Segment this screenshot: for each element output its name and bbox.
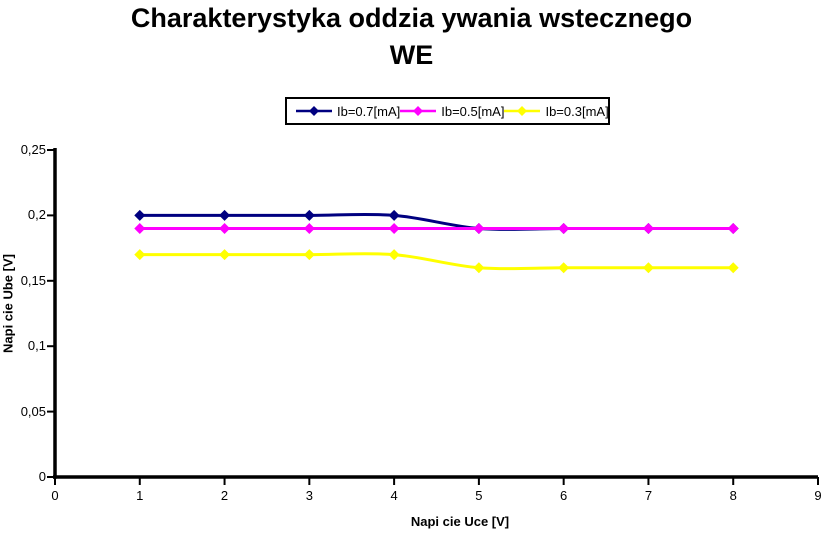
legend-marker-icon bbox=[400, 106, 437, 116]
series-marker-2 bbox=[473, 262, 485, 274]
series-marker-0 bbox=[219, 209, 231, 221]
x-tick-label: 3 bbox=[305, 488, 313, 503]
x-tick-label: 5 bbox=[475, 488, 483, 503]
series-marker-2 bbox=[303, 249, 315, 261]
x-axis-title: Napi cie Uce [V] bbox=[410, 514, 510, 529]
legend-item-2: Ib=0.3[mA] bbox=[504, 103, 609, 119]
series-marker-1 bbox=[473, 222, 485, 234]
y-tick-label: 0 bbox=[38, 469, 46, 484]
series-marker-2 bbox=[558, 262, 570, 274]
y-tick-label: 0,15 bbox=[20, 272, 46, 288]
series-marker-1 bbox=[727, 222, 739, 234]
chart-title-line2: WE bbox=[389, 40, 434, 70]
x-tick-label: 9 bbox=[814, 488, 822, 503]
legend-marker-icon bbox=[296, 106, 332, 116]
y-tick-label: 0,2 bbox=[27, 207, 46, 223]
series-marker-2 bbox=[642, 262, 654, 274]
series-marker-1 bbox=[388, 222, 400, 234]
legend-item-0: Ib=0.7[mA] bbox=[296, 104, 400, 119]
x-tick-label: 6 bbox=[560, 488, 568, 503]
series-marker-1 bbox=[642, 222, 654, 234]
series-marker-1 bbox=[558, 222, 570, 234]
x-tick-label: 2 bbox=[220, 488, 229, 503]
x-tick-label: 8 bbox=[729, 488, 737, 503]
series-marker-1 bbox=[134, 222, 146, 234]
series-marker-0 bbox=[303, 209, 315, 221]
legend-label: Ib=0.7[mA] bbox=[337, 103, 401, 119]
y-tick-label: 0,25 bbox=[20, 142, 46, 157]
series-marker-0 bbox=[388, 209, 400, 221]
series-marker-1 bbox=[219, 222, 231, 234]
series-marker-1 bbox=[303, 222, 315, 234]
chart-title-line1: Charakterystyka oddzia ywania wstecznego bbox=[130, 3, 693, 33]
x-tick-label: 4 bbox=[390, 488, 398, 503]
series-marker-2 bbox=[134, 249, 146, 261]
series-marker-2 bbox=[219, 249, 231, 261]
series-marker-2 bbox=[388, 249, 400, 261]
series-marker-2 bbox=[727, 262, 739, 274]
chart-title: Charakterystyka oddzia ywania wstecznego… bbox=[0, 0, 823, 74]
x-tick-label: 7 bbox=[644, 488, 653, 503]
legend-label: Ib=0.3[mA] bbox=[545, 103, 609, 119]
y-tick-label: 0,05 bbox=[20, 403, 46, 419]
legend-item-1: Ib=0.5[mA] bbox=[400, 104, 504, 119]
x-tick-label: 0 bbox=[51, 488, 59, 503]
series-line-2 bbox=[139, 252, 734, 271]
series-marker-0 bbox=[134, 209, 146, 221]
y-tick-label: 0,1 bbox=[27, 338, 46, 354]
legend: Ib=0.7[mA] Ib=0.5[mA] Ib=0.3[mA] bbox=[285, 97, 610, 125]
legend-label: Ib=0.5[mA] bbox=[441, 103, 505, 119]
legend-marker-icon bbox=[504, 106, 541, 116]
x-tick-label: 1 bbox=[136, 488, 144, 503]
